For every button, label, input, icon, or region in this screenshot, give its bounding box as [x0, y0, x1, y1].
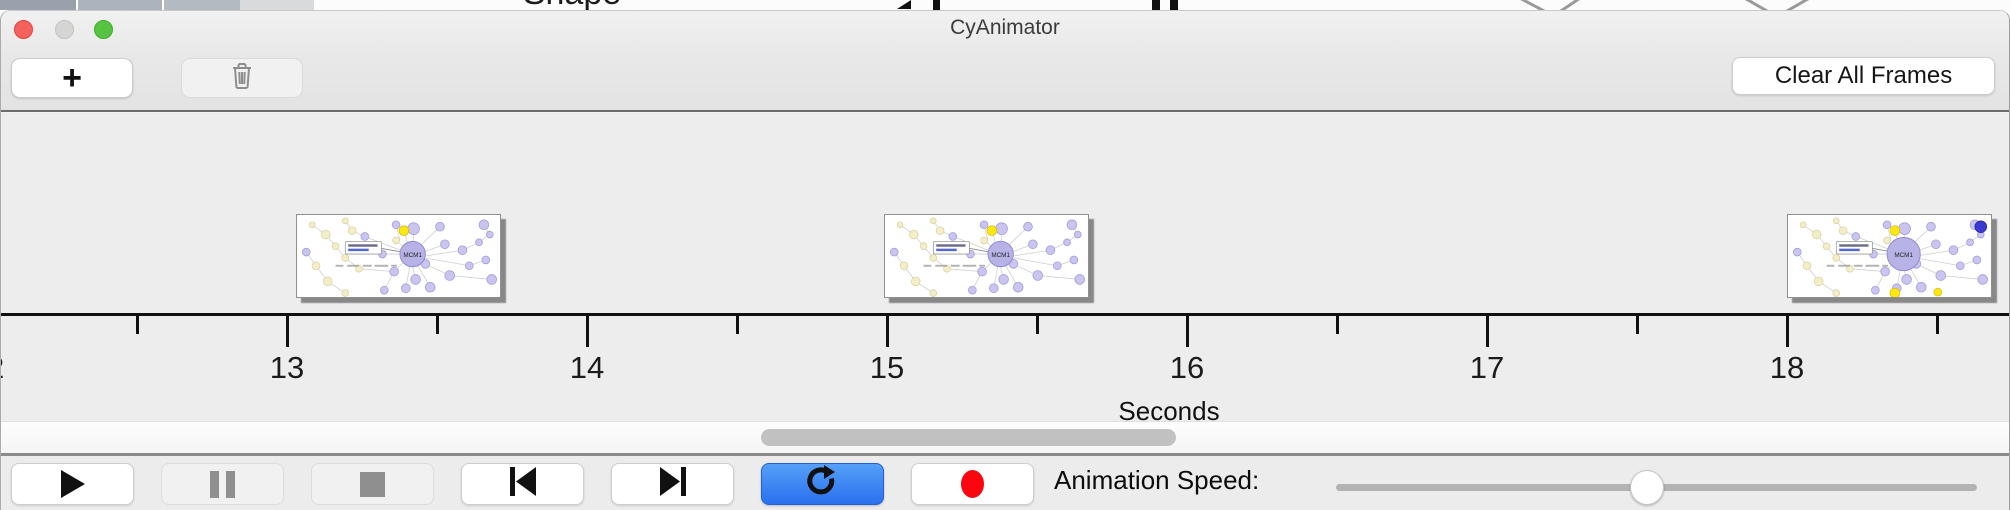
record-icon — [961, 470, 984, 498]
speed-slider-knob[interactable] — [1630, 470, 1664, 505]
minimize-button[interactable] — [55, 20, 74, 39]
background-fragment — [1152, 0, 1160, 10]
transport-bar: Animation Speed: — [1, 456, 2009, 510]
loop-icon — [804, 463, 842, 506]
axis-tick-label: 16 — [1169, 350, 1205, 385]
axis-tick-label: 14 — [569, 350, 605, 385]
axis-tick-label-partial: 12 — [1, 350, 22, 386]
trash-icon — [230, 62, 254, 94]
axis-tick-label: 17 — [1469, 350, 1505, 385]
axis-tick-label: 13 — [269, 350, 305, 385]
pause-button[interactable] — [161, 463, 284, 505]
background-edge-line — [1725, 0, 1783, 10]
zoom-button[interactable] — [94, 20, 113, 39]
svg-text:MCM1: MCM1 — [403, 252, 422, 259]
frame-thumbnail[interactable]: MCM1 — [884, 214, 1089, 298]
background-fragment — [897, 0, 911, 9]
window-title: CyAnimator — [950, 16, 1060, 39]
scrollbar-thumb[interactable] — [761, 429, 1176, 446]
clear-all-frames-button[interactable]: Clear All Frames — [1732, 57, 1995, 95]
axis-tick-major — [1186, 313, 1189, 347]
network-preview: MCM1 — [1789, 215, 1990, 297]
window-header: CyAnimator + Clear All — [1, 11, 2009, 113]
stop-button[interactable] — [311, 463, 434, 505]
background-edge-line — [1501, 0, 1559, 10]
delete-frame-button[interactable] — [181, 58, 303, 98]
background-edge-line — [1771, 0, 1829, 10]
axis-tick-major — [1786, 313, 1789, 347]
axis-tick-minor — [1636, 313, 1639, 334]
skip-back-icon — [508, 467, 538, 501]
background-column-header: Shape — [432, 0, 712, 10]
time-axis — [1, 313, 2009, 316]
close-button[interactable] — [14, 20, 33, 39]
plus-icon: + — [62, 58, 82, 97]
background-panel — [76, 0, 162, 10]
axis-tick-major — [586, 313, 589, 347]
background-fragment — [933, 0, 940, 10]
skip-forward-icon — [658, 467, 688, 501]
axis-tick-minor — [436, 313, 439, 334]
titlebar[interactable]: CyAnimator — [1, 11, 2009, 46]
record-button[interactable] — [911, 463, 1034, 505]
axis-tick-label: 15 — [869, 350, 905, 385]
play-icon — [60, 470, 85, 498]
animation-speed-label: Animation Speed: — [1054, 465, 1260, 495]
skip-forward-button[interactable] — [611, 463, 734, 505]
timeline-panel[interactable]: 13141516171812SecondsMCM1MCM1MCM1 — [1, 114, 2009, 426]
axis-tick-minor — [736, 313, 739, 334]
network-preview: MCM1 — [886, 215, 1087, 297]
play-button[interactable] — [11, 463, 134, 505]
stop-icon — [360, 471, 385, 497]
frame-thumbnail[interactable]: MCM1 — [296, 214, 501, 298]
add-frame-button[interactable]: + — [11, 58, 133, 98]
skip-back-button[interactable] — [461, 463, 584, 505]
axis-tick-major — [1486, 313, 1489, 347]
axis-tick-minor — [1936, 313, 1939, 334]
axis-tick-major — [286, 313, 289, 347]
svg-text:MCM1: MCM1 — [991, 252, 1010, 259]
network-preview: MCM1 — [298, 215, 499, 297]
background-panel — [240, 0, 314, 10]
cyanimator-window: CyAnimator + Clear All — [0, 10, 2010, 510]
loop-button[interactable] — [761, 463, 884, 505]
transport-separator — [1, 453, 2009, 456]
axis-tick-minor — [1036, 313, 1039, 334]
background-fragment — [1170, 0, 1178, 10]
axis-tick-major — [886, 313, 889, 347]
clear-all-frames-label: Clear All Frames — [1774, 62, 1953, 89]
header-separator — [1, 110, 2009, 113]
timeline-scrollbar[interactable] — [1, 421, 2009, 453]
axis-tick-label: 18 — [1769, 350, 1805, 385]
background-window-strip: Shape — [0, 0, 2010, 10]
axis-tick-minor — [1336, 313, 1339, 334]
svg-text:MCM1: MCM1 — [1894, 252, 1913, 259]
background-edge-line — [1544, 0, 1600, 10]
background-panel — [0, 0, 76, 10]
pause-icon — [210, 470, 235, 498]
axis-tick-minor — [136, 313, 139, 334]
background-panel — [162, 0, 240, 10]
frame-thumbnail[interactable]: MCM1 — [1787, 214, 1992, 298]
